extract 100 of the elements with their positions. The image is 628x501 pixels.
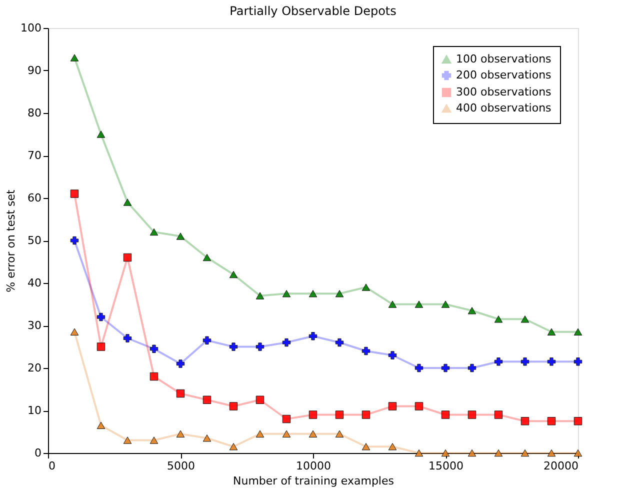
point	[335, 338, 344, 347]
y-tick-label: 90	[28, 64, 42, 77]
y-axis-title: % error on test set	[4, 188, 18, 292]
point	[520, 417, 530, 426]
point	[520, 449, 530, 457]
point	[547, 449, 556, 457]
point	[308, 332, 318, 340]
point	[176, 430, 185, 438]
point	[96, 312, 106, 322]
point	[70, 190, 79, 198]
point	[414, 449, 424, 457]
point	[282, 414, 291, 424]
y-tick-label: 20	[28, 362, 42, 374]
point	[414, 402, 424, 410]
legend-label: 100 observations	[456, 52, 552, 66]
point	[282, 430, 291, 438]
point	[308, 410, 318, 419]
point	[282, 290, 291, 298]
point	[282, 338, 291, 347]
x-tick-label: 20000	[544, 460, 578, 472]
point	[441, 300, 450, 308]
point	[574, 417, 582, 426]
y-tick-label: 0	[34, 446, 42, 460]
point	[123, 436, 132, 444]
point	[468, 449, 476, 457]
point	[362, 284, 370, 291]
x-tick-label: 0	[48, 460, 56, 472]
point	[414, 300, 424, 308]
point	[70, 54, 79, 62]
point	[441, 449, 450, 457]
point	[202, 396, 212, 404]
x-tick-label: 10000	[296, 460, 331, 472]
point	[308, 290, 318, 298]
y-tick-label: 60	[28, 192, 42, 204]
point	[229, 443, 238, 450]
legend-label: 400 observations	[456, 102, 552, 114]
point	[414, 364, 424, 372]
point	[256, 342, 264, 351]
point	[362, 410, 370, 419]
point	[574, 328, 582, 336]
point	[96, 422, 106, 429]
point	[388, 300, 397, 308]
point	[574, 358, 582, 366]
point	[176, 232, 185, 240]
point	[176, 360, 185, 368]
point	[229, 402, 238, 410]
point	[335, 410, 344, 419]
point	[150, 436, 158, 444]
point	[150, 228, 158, 236]
y-tick-label: 40	[28, 276, 42, 290]
point	[96, 130, 106, 138]
x-tick-label: 15000	[428, 460, 464, 472]
chart-title: Partially Observable Depots	[230, 4, 396, 18]
point	[123, 334, 132, 342]
point	[150, 372, 158, 381]
point	[547, 417, 556, 426]
point	[256, 292, 264, 300]
point	[494, 316, 503, 323]
point	[123, 253, 132, 262]
point	[494, 410, 503, 419]
point	[335, 430, 344, 438]
point	[70, 236, 79, 245]
point	[520, 316, 530, 323]
point	[308, 430, 318, 438]
point	[176, 389, 185, 398]
point	[229, 270, 238, 278]
point	[520, 358, 530, 366]
point	[494, 449, 503, 457]
x-tick-label: 5000	[167, 460, 195, 472]
point	[547, 328, 556, 336]
y-tick-label: 50	[28, 234, 42, 247]
y-tick-label: 30	[28, 319, 42, 332]
point	[362, 346, 370, 356]
point	[468, 364, 476, 372]
legend-label: 300 observations	[456, 86, 552, 98]
x-axis-title: Number of training examples	[233, 474, 394, 488]
point	[202, 254, 212, 262]
point	[202, 336, 212, 344]
point	[441, 410, 450, 419]
point	[547, 358, 556, 366]
point	[229, 342, 238, 351]
point	[202, 434, 212, 442]
point	[256, 396, 264, 404]
point	[468, 410, 476, 419]
y-tick-label: 100	[20, 22, 42, 34]
y-tick-label: 80	[28, 106, 42, 120]
point	[388, 443, 397, 450]
point	[388, 351, 397, 360]
y-tick-label: 70	[28, 149, 42, 162]
point	[256, 430, 264, 438]
point	[335, 290, 344, 298]
y-tick-label: 10	[28, 404, 42, 417]
point	[494, 358, 503, 366]
point	[388, 402, 397, 410]
point	[150, 344, 158, 353]
point	[70, 328, 79, 336]
legend-label: 200 observations	[456, 68, 552, 82]
point	[441, 364, 450, 372]
point	[96, 342, 106, 351]
point	[468, 307, 476, 314]
